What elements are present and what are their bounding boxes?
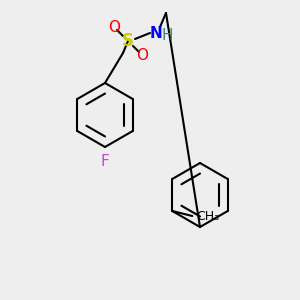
Text: F: F (100, 154, 109, 169)
Text: O: O (108, 20, 120, 34)
Text: N: N (150, 26, 162, 40)
Text: CH₃: CH₃ (196, 209, 219, 223)
Text: O: O (136, 47, 148, 62)
Text: S: S (122, 32, 134, 50)
Text: H: H (161, 28, 173, 43)
